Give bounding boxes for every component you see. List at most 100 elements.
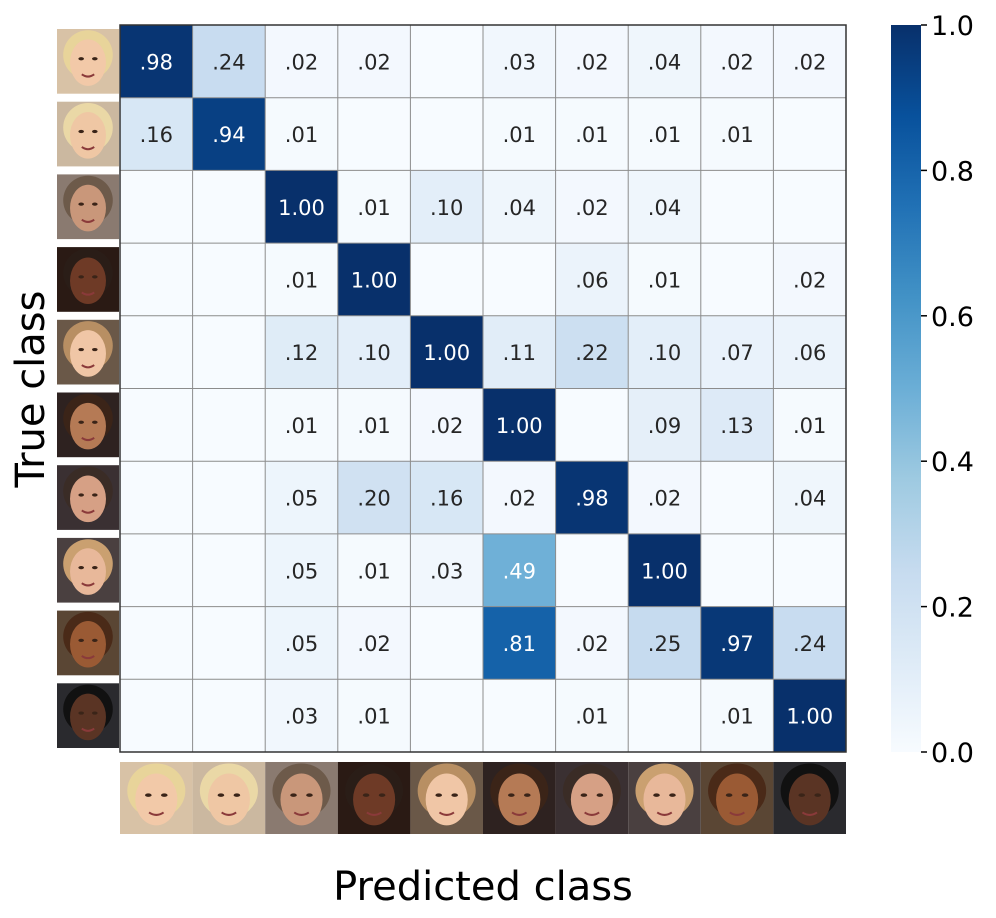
cell-value-label: .97: [720, 632, 753, 656]
heatmap-cell: [483, 388, 556, 462]
heatmap-cell: [628, 97, 701, 171]
heatmap-cell: [120, 243, 193, 316]
colorbar: [891, 25, 921, 752]
face-thumbnail-person-5: [410, 762, 483, 834]
heatmap-cell: [410, 461, 483, 534]
cell-value-label: .02: [575, 196, 608, 220]
heatmap-cell: [628, 315, 701, 389]
heatmap-cell: [773, 170, 846, 244]
heatmap-cell: [773, 243, 846, 316]
heatmap-cell: [483, 97, 556, 171]
heatmap-cell: [773, 606, 846, 680]
face-thumbnail-person-2: [192, 762, 266, 834]
heatmap-cell: [265, 315, 338, 389]
heatmap-cell: [120, 25, 193, 98]
heatmap-cell: [628, 388, 701, 462]
heatmap-cell: [628, 25, 701, 98]
heatmap-cells: .98 .24 .02 .02 .03 .02 .04 .02 .02 .16 .94 .01 .01.…: [120, 25, 846, 752]
cell-value-label: .01: [285, 414, 318, 438]
heatmap-cell: [773, 388, 846, 462]
cell-value-label: .04: [793, 487, 826, 511]
heatmap-cell: [483, 533, 556, 607]
heatmap-cell: [265, 461, 338, 534]
heatmap-cell: [120, 606, 193, 680]
x-tick-faces: [120, 762, 846, 834]
heatmap-cell: [265, 388, 338, 462]
cell-value-label: .01: [575, 705, 608, 729]
cell-value-label: .24: [793, 632, 826, 656]
cell-value-label: .01: [720, 123, 753, 147]
heatmap-cell: [700, 388, 774, 462]
heatmap-cell: [410, 533, 483, 607]
face-thumbnail-person-10: [773, 762, 846, 834]
colorbar-tick-label: 0.4: [931, 447, 974, 478]
cell-value-label: .01: [648, 123, 681, 147]
cell-value-label: .05: [285, 632, 318, 656]
cell-value-label: .94: [212, 123, 245, 147]
face-thumbnail-person-8: [57, 537, 119, 603]
heatmap-cell: [265, 170, 338, 244]
heatmap-cell: [192, 25, 266, 98]
heatmap-cell: [483, 461, 556, 534]
cell-value-label: 1.00: [278, 196, 325, 220]
cell-value-label: .02: [575, 50, 608, 74]
cell-value-label: .05: [285, 559, 318, 583]
face-thumbnail-person-1: [57, 29, 119, 94]
heatmap-cell: [120, 388, 193, 462]
heatmap-cell: [265, 679, 338, 752]
cell-value-label: .25: [648, 632, 681, 656]
cell-value-label: .20: [357, 487, 390, 511]
cell-value-label: .01: [720, 705, 753, 729]
face-thumbnail-person-5: [57, 319, 119, 385]
cell-value-label: .01: [503, 123, 536, 147]
cell-value-label: .04: [648, 50, 681, 74]
heatmap-cell: [628, 533, 701, 607]
heatmap-cell: [192, 243, 266, 316]
heatmap-cell: [700, 25, 774, 98]
cell-value-label: .24: [212, 50, 245, 74]
cell-value-label: .10: [357, 341, 390, 365]
cell-value-label: .06: [575, 268, 608, 292]
heatmap-cell: [410, 679, 483, 752]
cell-value-label: .01: [357, 559, 390, 583]
heatmap-cell: [555, 606, 629, 680]
heatmap-cell: [773, 315, 846, 389]
heatmap-cell: [410, 25, 483, 98]
heatmap-cell: [410, 315, 483, 389]
heatmap-cell: [265, 25, 338, 98]
heatmap-cell: [265, 243, 338, 316]
cell-value-label: .10: [648, 341, 681, 365]
colorbar-tick-label: 0.6: [931, 302, 974, 333]
cell-value-label: .02: [793, 50, 826, 74]
heatmap-cell: [773, 97, 846, 171]
cell-value-label: .49: [503, 559, 536, 583]
heatmap-cell: [555, 679, 629, 752]
cell-value-label: .01: [575, 123, 608, 147]
heatmap-cell: [700, 461, 774, 534]
heatmap-cell: [700, 170, 774, 244]
heatmap-cell: [120, 533, 193, 607]
cell-value-label: 1.00: [496, 414, 543, 438]
cell-value-label: .02: [430, 414, 463, 438]
heatmap-cell: [337, 606, 411, 680]
heatmap-cell: [555, 243, 629, 316]
face-thumbnail-person-9: [700, 762, 774, 834]
heatmap-cell: [192, 388, 266, 462]
cell-value-label: .02: [575, 632, 608, 656]
heatmap-cell: [410, 606, 483, 680]
face-thumbnail-person-4: [337, 762, 411, 834]
heatmap-cell: [555, 533, 629, 607]
heatmap-cell: [120, 461, 193, 534]
heatmap-cell: [337, 170, 411, 244]
heatmap-cell: [773, 25, 846, 98]
face-thumbnail-person-3: [57, 174, 119, 240]
cell-value-label: .02: [357, 632, 390, 656]
heatmap-cell: [700, 315, 774, 389]
cell-value-label: 1.00: [423, 341, 470, 365]
colorbar-tick-label: 0.0: [931, 738, 974, 769]
cell-value-label: .81: [503, 632, 536, 656]
heatmap-cell: [192, 97, 266, 171]
heatmap-cell: [410, 388, 483, 462]
cell-value-label: .04: [648, 196, 681, 220]
